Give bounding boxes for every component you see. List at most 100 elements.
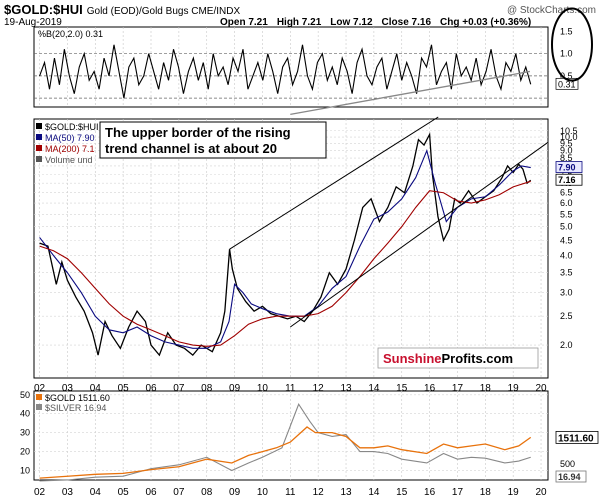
price-value-label-box	[555, 173, 583, 186]
silver-series-line	[39, 403, 531, 482]
main-x-tick-label: 05	[118, 383, 130, 394]
comparison-x-tick-label: 04	[90, 487, 102, 498]
price-value-label: 7.16	[558, 175, 576, 185]
main-y-tick-label: 5.0	[560, 222, 573, 232]
chart-date: 19-Aug-2019	[4, 17, 62, 28]
main-x-tick-label: 20	[535, 383, 547, 394]
comparison-x-tick-label: 07	[173, 487, 185, 498]
main-x-tick-label: 02	[34, 383, 46, 394]
close-value: Close 7.16	[381, 17, 432, 28]
channel-upper-line	[229, 116, 439, 250]
comparison-x-tick-label: 06	[145, 487, 157, 498]
annotation-text-line-2: trend channel is at about 20	[105, 141, 277, 156]
comparison-left-tick-label: 40	[20, 409, 30, 419]
main-y-tick-label: 3.0	[560, 288, 573, 298]
main-y-tick-label: 4.0	[560, 250, 573, 260]
main-y-tick-label: 10.0	[560, 132, 578, 142]
comparison-x-tick-label: 18	[480, 487, 492, 498]
logo-box	[377, 347, 539, 369]
main-y-tick-label: 2.5	[560, 311, 573, 321]
comparison-x-tick-label: 02	[34, 487, 46, 498]
indicator-legend: %B(20,2.0) 0.31	[38, 29, 103, 39]
comparison-x-tick-label: 12	[313, 487, 325, 498]
comparison-x-tick-label: 10	[257, 487, 269, 498]
main-y-tick-label: 6.5	[560, 188, 573, 198]
ma200-series-line	[39, 180, 531, 347]
silver-value-label: 16.94	[558, 472, 581, 482]
ma50-value-label-box	[555, 161, 583, 173]
main-x-tick-label: 15	[396, 383, 408, 394]
indicator-y-tick-label: 1.5	[560, 26, 573, 36]
main-x-tick-label: 07	[173, 383, 185, 394]
comparison-x-tick-label: 05	[118, 487, 130, 498]
indicator-series-line	[39, 44, 532, 99]
main-x-tick-label: 19	[508, 383, 520, 394]
comparison-legend-swatch	[36, 394, 42, 400]
indicator-last-value-box	[555, 77, 579, 90]
comparison-x-tick-label: 09	[229, 487, 241, 498]
symbol-label: $GOLD:$HUI	[4, 2, 83, 17]
comparison-x-tick-label: 19	[508, 487, 520, 498]
main-legend-swatch	[36, 156, 42, 162]
description-label: Gold (EOD)/Gold Bugs CME/INDX	[86, 6, 241, 17]
ohlc-readout: Open 7.21 High 7.21 Low 7.12 Close 7.16 Chg …	[220, 17, 540, 28]
main-legend-entry: MA(200) 7.1	[45, 144, 95, 154]
gold-series-line	[39, 426, 532, 479]
comparison-x-tick-label: 11	[285, 487, 296, 498]
comparison-x-tick-label: 16	[424, 487, 436, 498]
main-y-tick-label: 10.5	[560, 126, 578, 136]
annotation-box	[99, 121, 327, 159]
main-legend-swatch	[36, 134, 42, 140]
comparison-x-tick-label: 03	[62, 487, 74, 498]
percent-b-connector-line	[290, 70, 531, 115]
main-x-tick-label: 12	[313, 383, 325, 394]
main-legend-entry: MA(50) 7.90	[45, 133, 95, 143]
annotation-text-line-1: The upper border of the rising	[105, 125, 291, 140]
main-x-tick-label: 08	[201, 383, 213, 394]
main-x-tick-label: 18	[480, 383, 492, 394]
main-x-tick-label: 17	[452, 383, 464, 394]
main-panel-frame	[33, 118, 549, 379]
indicator-panel-frame	[33, 26, 549, 108]
comparison-x-tick-label: 14	[368, 487, 380, 498]
comparison-panel-frame	[33, 390, 549, 481]
chart-title: $GOLD:$HUI Gold (EOD)/Gold Bugs CME/INDX	[4, 2, 240, 17]
main-y-tick-label: 8.5	[560, 153, 573, 163]
axis-highlight-ellipse	[551, 7, 593, 82]
comparison-x-tick-label: 20	[535, 487, 547, 498]
indicator-y-tick-label: 0.5	[560, 71, 573, 81]
main-x-tick-label: 03	[62, 383, 74, 394]
main-legend-swatch	[36, 145, 42, 151]
main-x-tick-label: 10	[257, 383, 269, 394]
main-y-tick-label: 9.0	[560, 146, 573, 156]
gold-value-box	[555, 430, 599, 444]
main-x-tick-label: 14	[368, 383, 380, 394]
change-value: Chg +0.03 (+0.36%)	[440, 17, 532, 28]
comparison-left-tick-label: 10	[20, 466, 30, 476]
main-legend-entry: Volume und	[45, 155, 93, 165]
main-legend-swatch	[36, 123, 42, 129]
indicator-y-tick-label: 1.0	[560, 49, 573, 59]
main-y-tick-label: 9.5	[560, 139, 573, 149]
comparison-x-tick-label: 08	[201, 487, 213, 498]
main-y-tick-label: 2.0	[560, 340, 573, 350]
indicator-last-value-label: 0.31	[558, 79, 576, 89]
comparison-legend-swatch	[36, 404, 42, 410]
comparison-legend-entry: $SILVER 16.94	[45, 403, 106, 413]
main-x-tick-label: 11	[285, 383, 296, 394]
main-x-tick-label: 04	[90, 383, 102, 394]
comparison-x-tick-label: 15	[396, 487, 408, 498]
ma50-series-line	[39, 148, 531, 349]
main-y-tick-label: 6.0	[560, 198, 573, 208]
logo-text-second: Profits.com	[442, 351, 514, 366]
comparison-left-tick-label: 30	[20, 428, 30, 438]
main-x-tick-label: 06	[145, 383, 157, 394]
silver-value-box	[555, 470, 587, 483]
main-x-tick-label: 16	[424, 383, 436, 394]
watermark: @ StockCharts.com	[506, 5, 596, 16]
main-y-tick-label: 4.5	[560, 235, 573, 245]
logo-text: SunshineProfits.com	[383, 351, 513, 366]
comparison-x-tick-label: 17	[452, 487, 464, 498]
channel-lower-line	[290, 141, 549, 328]
